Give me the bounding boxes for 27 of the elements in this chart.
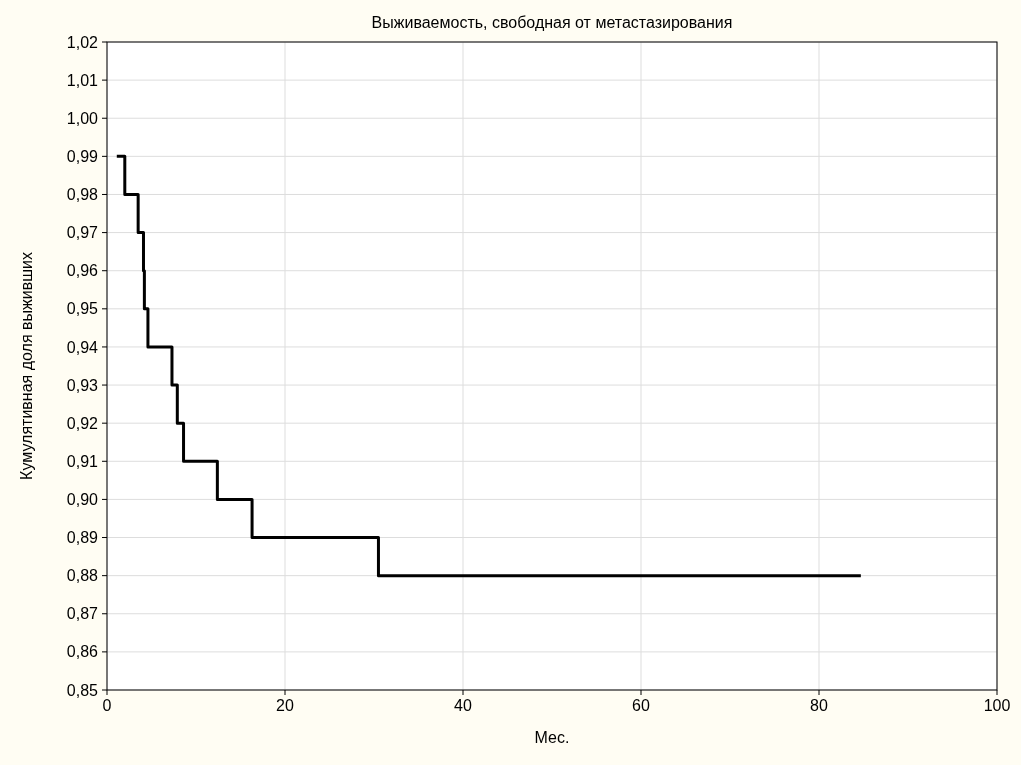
- x-tick-label: 80: [810, 697, 828, 714]
- y-axis-title: Кумулятивная доля выживших: [18, 252, 35, 480]
- x-tick-label: 0: [102, 697, 112, 714]
- y-tick-label: 0,89: [66, 529, 99, 547]
- x-axis-title: Мес.: [534, 729, 570, 746]
- x-tick-label: 60: [632, 697, 650, 714]
- y-tick-label: 1,02: [66, 33, 99, 51]
- y-tick-label: 1,01: [66, 71, 99, 89]
- y-tick-label: 0,98: [66, 186, 99, 204]
- y-tick-label: 0,99: [66, 147, 99, 165]
- y-tick-label: 0,95: [66, 300, 99, 318]
- y-tick-label: 0,88: [66, 567, 99, 585]
- chart-title: Выживаемость, свободная от метастазирования: [371, 14, 733, 31]
- y-tick-label: 0,86: [66, 643, 99, 661]
- x-tick-label: 100: [983, 697, 1011, 714]
- y-tick-label: 0,87: [66, 605, 99, 623]
- x-tick-label: 40: [454, 697, 472, 714]
- y-tick-label: 0,94: [66, 338, 99, 356]
- y-tick-label: 0,93: [66, 376, 99, 394]
- y-tick-label: 0,91: [66, 452, 99, 470]
- y-tick-label: 1,00: [66, 109, 99, 127]
- y-tick-label: 0,85: [66, 681, 99, 699]
- x-tick-label: 20: [276, 697, 294, 714]
- y-tick-label: 0,97: [66, 224, 99, 242]
- y-tick-label: 0,92: [66, 414, 99, 432]
- y-tick-label: 0,90: [66, 491, 99, 509]
- y-tick-label: 0,96: [66, 262, 99, 280]
